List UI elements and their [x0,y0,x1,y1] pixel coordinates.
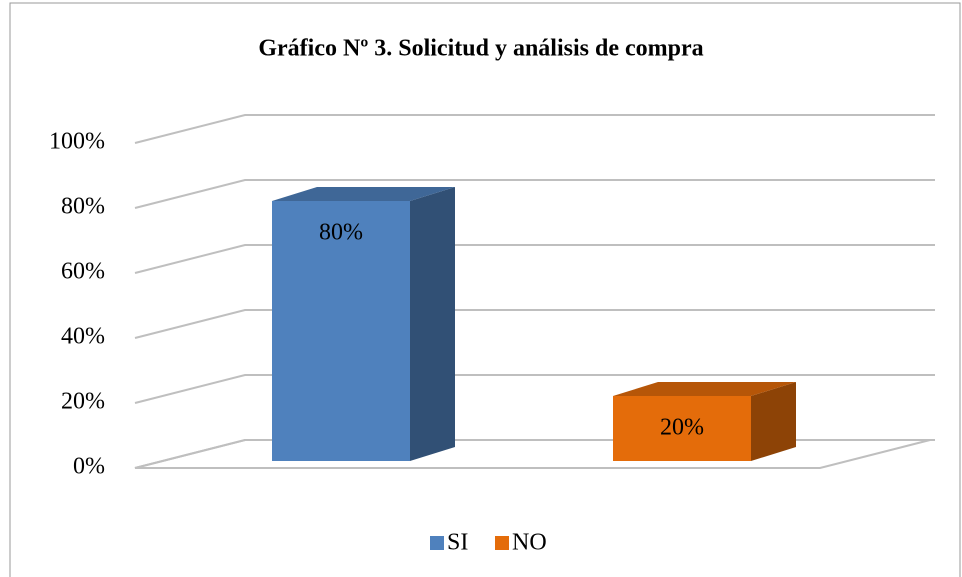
grid-line [134,244,935,274]
grid-line [134,179,935,209]
bar [613,396,751,461]
y-tick-label: 20% [61,389,105,415]
legend-label: SI [447,530,468,556]
bar-top [272,187,455,201]
bar-side [410,187,455,461]
y-tick-label: 100% [49,129,105,155]
bar-top [613,382,796,396]
y-tick-label: 80% [61,194,105,220]
grid-line [134,114,935,144]
grid-line [134,374,935,404]
y-tick-label: 60% [61,259,105,285]
bar [272,201,410,461]
y-tick-label: 40% [61,324,105,350]
legend-swatch [430,536,444,550]
chart-title: Gráfico Nº 3. Solicitud y análisis de co… [258,36,703,62]
chart-frame [9,2,961,577]
data-label: 80% [319,220,363,246]
legend-swatch [495,536,509,550]
legend-label: NO [512,530,547,556]
data-label: 20% [660,415,704,441]
grid-line [134,309,935,339]
bar-side [751,382,796,461]
y-tick-label: 0% [73,454,105,480]
